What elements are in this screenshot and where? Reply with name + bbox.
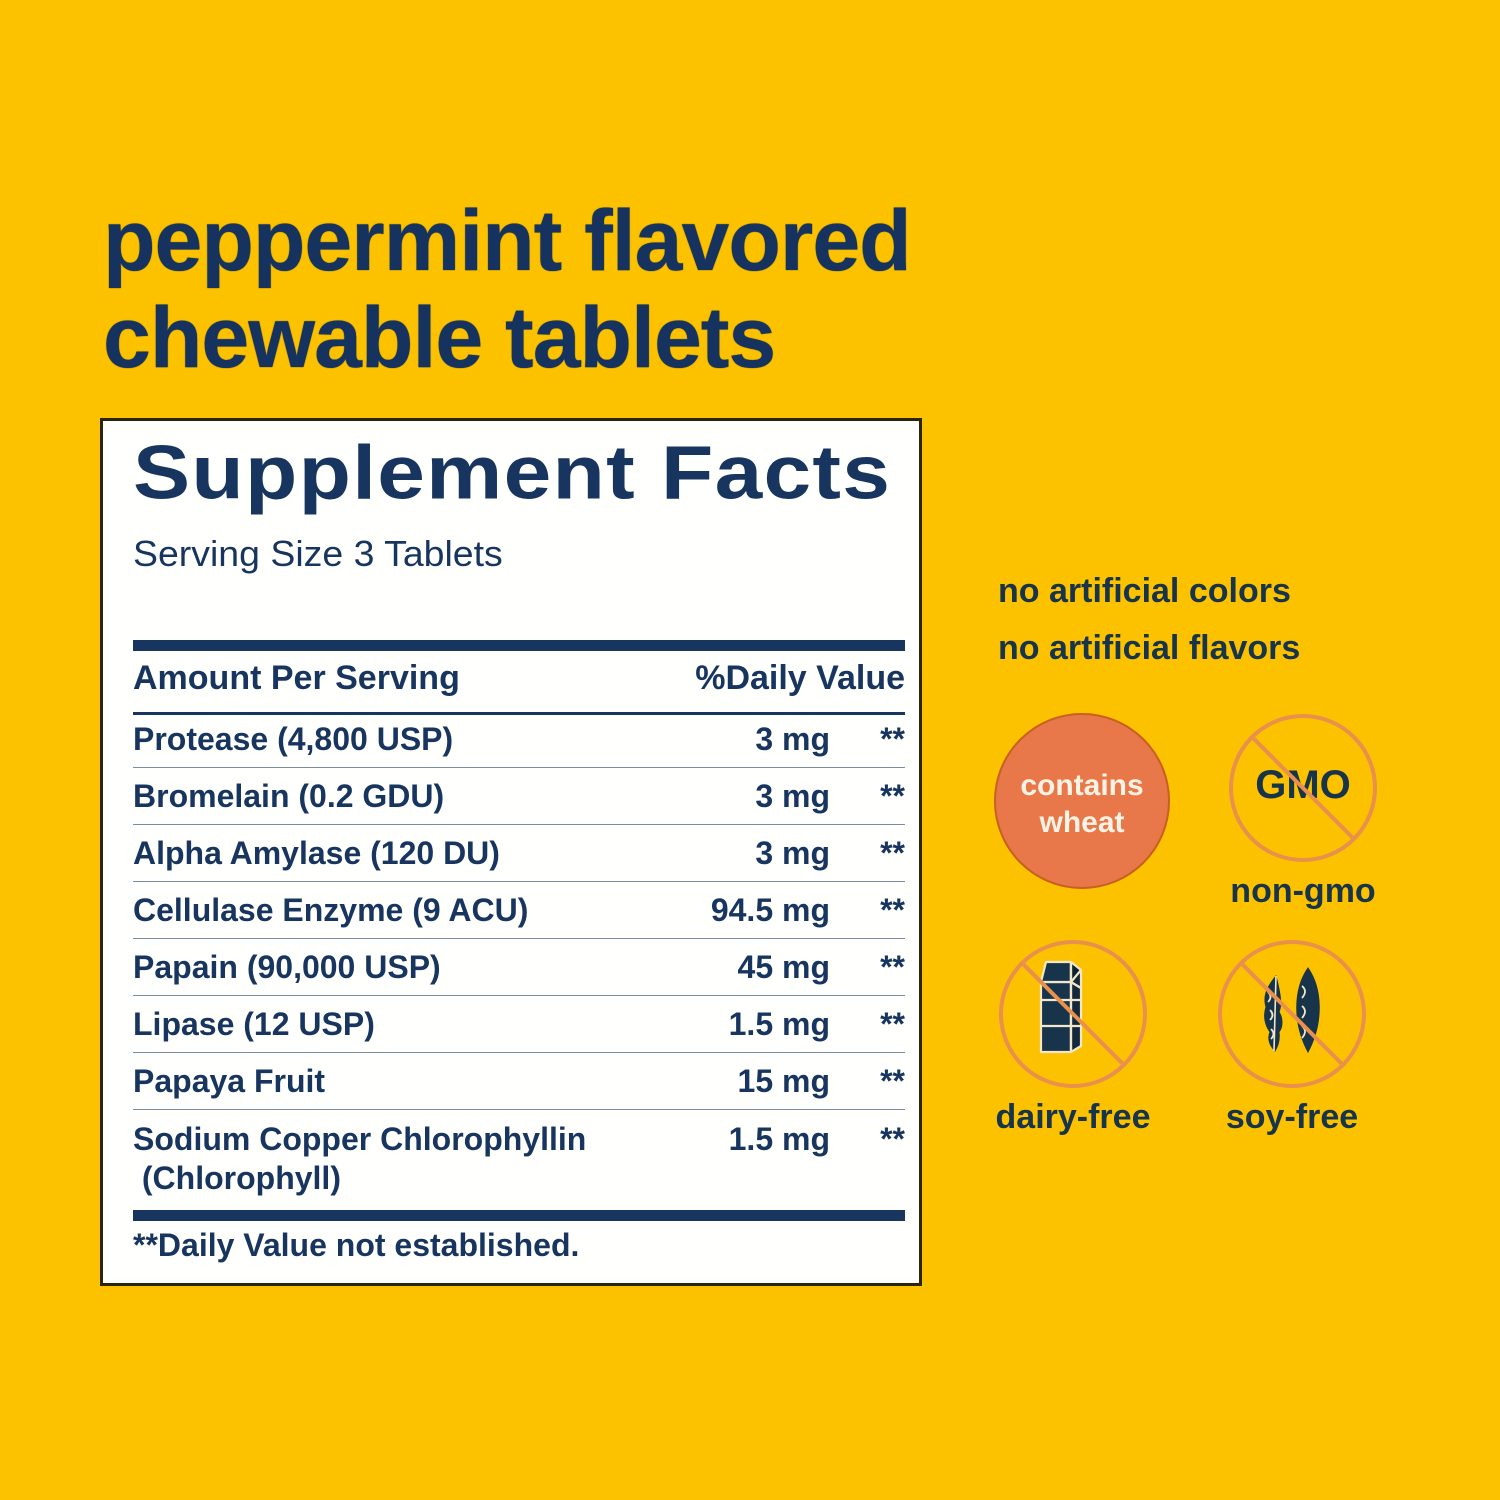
- svg-text:GMO: GMO: [1255, 763, 1351, 807]
